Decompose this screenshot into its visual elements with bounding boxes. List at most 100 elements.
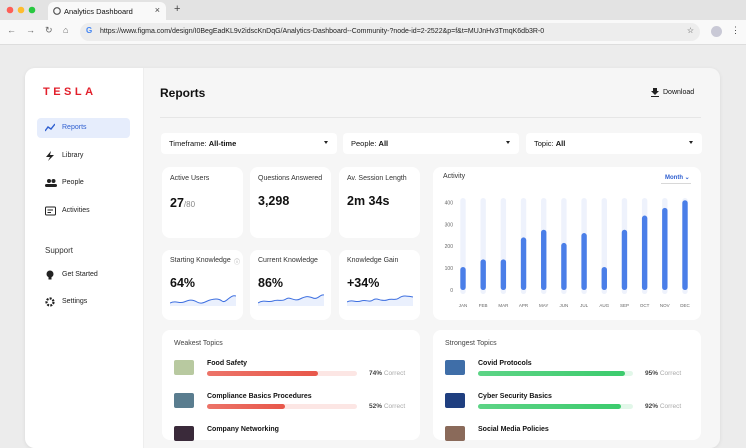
caret bbox=[689, 141, 693, 144]
score-status: Correct bbox=[383, 403, 406, 410]
filter-label: People: bbox=[351, 139, 377, 148]
x-tick-label: MAY bbox=[539, 303, 548, 308]
score-status: Correct bbox=[659, 403, 682, 410]
filter-value: All-time bbox=[208, 139, 237, 148]
progress-bar bbox=[478, 404, 621, 409]
nav-icon bbox=[45, 123, 55, 132]
topic-thumbnail bbox=[174, 426, 194, 441]
nav-item[interactable]: Settings bbox=[37, 292, 130, 312]
bar bbox=[520, 237, 527, 290]
progress-bar bbox=[207, 371, 318, 376]
nav-label: Activities bbox=[62, 207, 90, 214]
nav-label: People bbox=[62, 179, 84, 186]
topic-score: 95% Correct bbox=[645, 370, 681, 377]
back-button[interactable]: ← bbox=[7, 25, 16, 35]
stat-label: Knowledge Gain bbox=[347, 257, 399, 264]
stat-value: +34% bbox=[347, 276, 380, 290]
sparkline bbox=[258, 294, 324, 306]
stat-card: Questions Answered 3,298 bbox=[250, 167, 331, 238]
score-value: 92% bbox=[645, 403, 659, 410]
stat-label: Av. Session Length bbox=[347, 175, 407, 182]
forward-button[interactable]: → bbox=[26, 25, 35, 35]
chart-title: Activity bbox=[443, 173, 466, 180]
filter[interactable]: People: All bbox=[343, 133, 519, 154]
tab-close[interactable]: × bbox=[154, 5, 160, 15]
score-status: Correct bbox=[383, 370, 406, 377]
bar bbox=[662, 207, 668, 290]
tab-title: Analytics Dashboard bbox=[64, 7, 133, 16]
url: https://www.figma.com/design/I0BegEadKL9… bbox=[100, 28, 545, 35]
divider bbox=[160, 117, 701, 118]
x-tick-label: NOV bbox=[660, 303, 670, 308]
logo: TESLA bbox=[43, 86, 97, 98]
period-label: Month bbox=[665, 175, 683, 181]
profile-avatar[interactable] bbox=[711, 26, 722, 37]
nav-item[interactable]: Get Started bbox=[37, 265, 130, 285]
score-value: 52% bbox=[369, 403, 383, 410]
x-tick-label: APR bbox=[519, 303, 529, 308]
nav-item[interactable]: Library bbox=[37, 146, 130, 166]
tab-bar bbox=[0, 0, 746, 20]
bar-chart: 0 100 200 300 400 JAN FEB MAR APR MAY JUN JUL AUG SEP… bbox=[445, 198, 690, 308]
address-bar[interactable]: G https://www.figma.com/design/I0BegEadK… bbox=[80, 23, 700, 41]
nav-icon bbox=[46, 270, 54, 280]
download-label: Download bbox=[663, 89, 695, 96]
card-title: Weakest Topics bbox=[174, 340, 223, 347]
topic-name: Covid Protocols bbox=[478, 360, 532, 367]
bar bbox=[561, 242, 567, 290]
activity-card: Activity Month ⌄ 0 100 200 300 400 JAN FEB MAR A… bbox=[433, 167, 701, 320]
x-tick-label: MAR bbox=[498, 303, 509, 308]
x-tick-label: DEC bbox=[680, 303, 690, 308]
stat-card: Active Users 27/80 bbox=[162, 167, 243, 238]
stat-card: Starting Knowledge ⓘ 64% bbox=[162, 250, 243, 320]
progress-bar bbox=[478, 371, 626, 376]
filter-value: All bbox=[378, 139, 389, 148]
filter-label: Timeframe: bbox=[169, 139, 207, 148]
filter[interactable]: Timeframe: All-time bbox=[161, 133, 337, 154]
filter[interactable]: Topic: All bbox=[526, 133, 702, 154]
stat-card: Current Knowledge 86% bbox=[250, 250, 331, 320]
bar bbox=[581, 233, 587, 290]
nav-item[interactable]: People bbox=[37, 173, 130, 193]
home-button[interactable]: ⌂ bbox=[63, 25, 69, 35]
topics-card: Strongest Topics Covid Protocols 95% Corr… bbox=[433, 330, 701, 441]
stat-suffix: /80 bbox=[183, 200, 196, 209]
bar bbox=[641, 215, 648, 290]
y-tick-label: 200 bbox=[445, 244, 454, 250]
nav-item[interactable]: Reports bbox=[37, 118, 130, 138]
info-icon[interactable]: ⓘ bbox=[234, 260, 241, 266]
tab[interactable]: Analytics Dashboard × bbox=[48, 2, 166, 20]
x-tick-label: OCT bbox=[640, 303, 650, 308]
x-tick-label: AUG bbox=[599, 303, 609, 308]
bar bbox=[541, 229, 547, 290]
topic-thumbnail bbox=[174, 393, 194, 408]
topic-thumbnail bbox=[174, 360, 194, 375]
stat-value: 64% bbox=[170, 276, 196, 290]
nav-label: Get Started bbox=[62, 271, 98, 278]
stat-value: 86% bbox=[258, 276, 284, 290]
bookmark-star[interactable]: ☆ bbox=[686, 26, 694, 35]
filter-label: Topic: bbox=[534, 139, 554, 148]
progress-bar bbox=[207, 404, 285, 409]
bar bbox=[480, 259, 486, 290]
new-tab[interactable]: + bbox=[174, 3, 181, 15]
y-tick-label: 100 bbox=[445, 266, 454, 272]
nav-item[interactable]: Activities bbox=[37, 201, 130, 221]
reload-button[interactable]: ↻ bbox=[45, 25, 53, 35]
x-tick-label: FEB bbox=[479, 303, 488, 308]
menu-button[interactable]: ⋮ bbox=[731, 25, 740, 35]
page-title: Reports bbox=[160, 86, 206, 100]
stat-value: 27 bbox=[170, 196, 184, 210]
stat-label: Questions Answered bbox=[258, 175, 323, 182]
topic-thumbnail bbox=[445, 360, 465, 375]
topic-name: Cyber Security Basics bbox=[478, 393, 552, 400]
topic-score: 52% Correct bbox=[369, 403, 405, 410]
stat-card: Knowledge Gain +34% bbox=[339, 250, 420, 320]
period-select[interactable]: Month ⌄ bbox=[665, 175, 690, 181]
stat-label: Current Knowledge bbox=[258, 257, 318, 264]
stat-value: 2m 34s bbox=[347, 194, 390, 208]
nav-label: Settings bbox=[62, 298, 88, 305]
nav-label: Library bbox=[62, 152, 84, 159]
nav-icon bbox=[46, 151, 54, 161]
